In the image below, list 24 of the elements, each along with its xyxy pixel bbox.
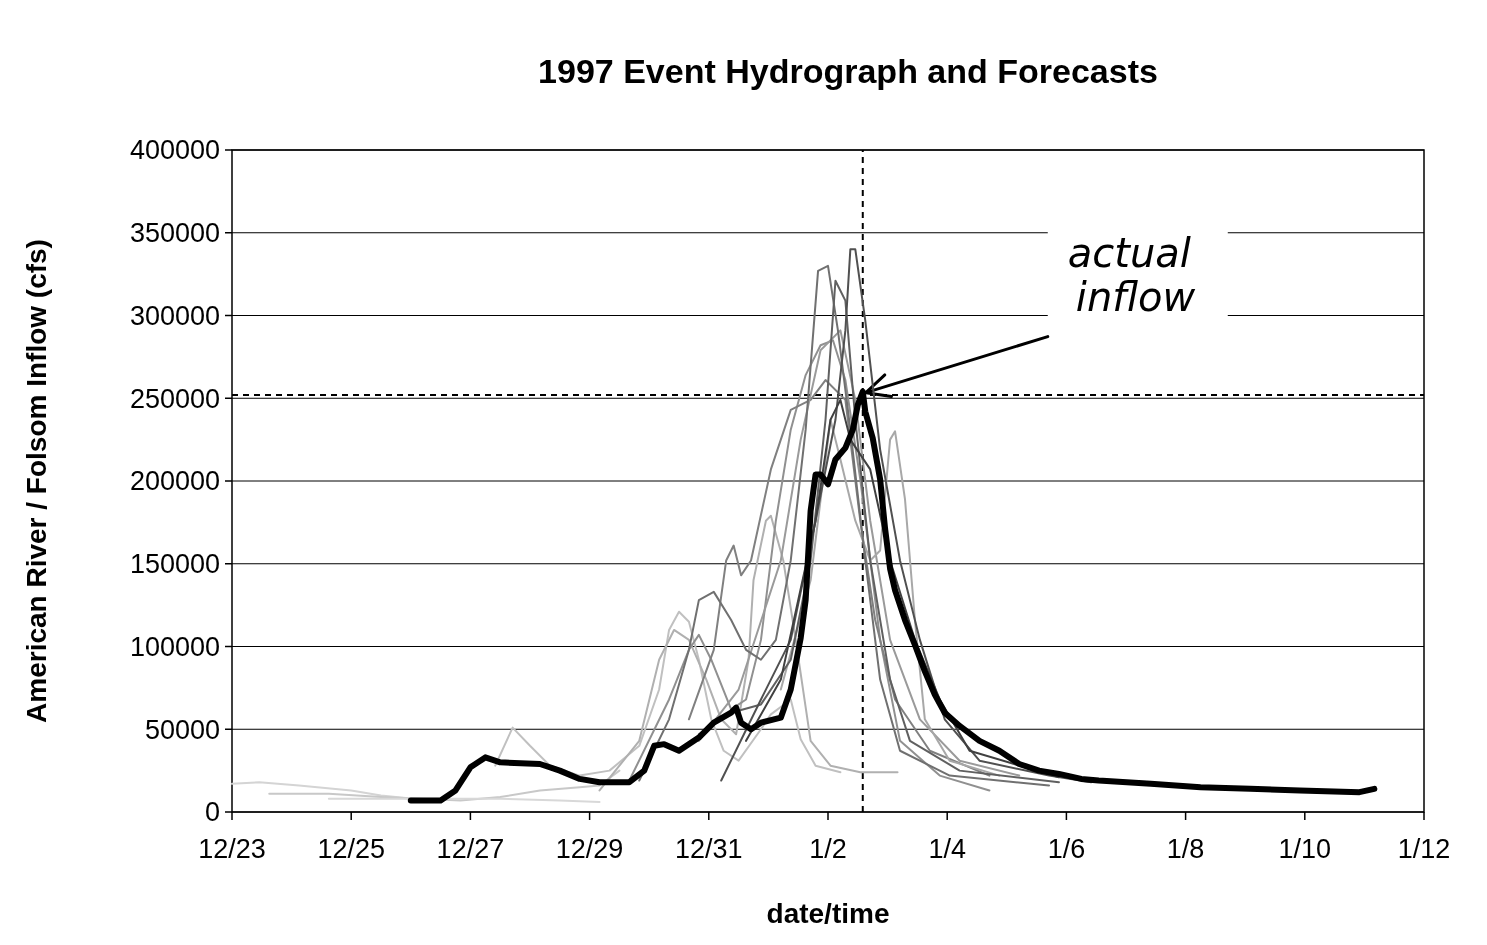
x-axis-title: date/time xyxy=(766,898,890,929)
chart-title: 1997 Event Hydrograph and Forecasts xyxy=(538,52,1158,90)
y-tick-label: 350000 xyxy=(129,218,220,249)
y-tick-label: 250000 xyxy=(129,383,220,414)
y-tick-label: 200000 xyxy=(129,466,220,497)
y-tick-label: 0 xyxy=(204,797,220,828)
y-tick-label: 50000 xyxy=(144,714,220,745)
y-tick-label: 400000 xyxy=(129,135,220,166)
x-tick-label: 12/27 xyxy=(436,834,505,864)
x-tick-label: 1/10 xyxy=(1278,834,1332,864)
y-tick-label: 100000 xyxy=(129,631,220,662)
y-tick-label: 300000 xyxy=(129,300,220,331)
x-tick-label: 1/12 xyxy=(1397,834,1451,864)
x-tick-label: 12/23 xyxy=(198,834,266,864)
y-tick-label: 150000 xyxy=(129,549,220,580)
x-tick-label: 1/6 xyxy=(1047,834,1086,864)
x-tick-label: 12/25 xyxy=(317,834,385,864)
y-axis-title: American River / Folsom Inflow (cfs) xyxy=(21,239,52,723)
x-tick-label: 12/31 xyxy=(675,834,743,864)
x-tick-label: 1/8 xyxy=(1166,834,1205,864)
x-tick-label: 12/29 xyxy=(555,834,624,864)
annotation: actual inflow xyxy=(1067,229,1196,320)
x-tick-label: 1/4 xyxy=(928,834,966,864)
x-tick-label: 1/2 xyxy=(809,834,847,864)
